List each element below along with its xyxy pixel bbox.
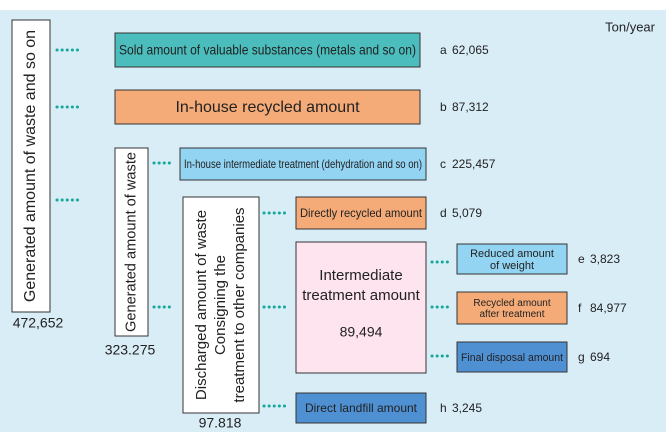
item-value: 87,312 — [452, 100, 489, 114]
node-value: 472,652 — [13, 315, 64, 331]
box-label: Reduced amount — [470, 248, 554, 260]
item-value: 694 — [590, 350, 610, 364]
connectors — [55, 48, 454, 408]
item-box — [114, 32, 421, 68]
item-letter: h — [440, 401, 447, 415]
box-label: treatment to other companies — [231, 207, 248, 402]
node-value: 89,494 — [340, 324, 383, 340]
item-box — [456, 243, 568, 275]
item-letter: c — [440, 157, 446, 171]
box-label: Intermediate — [319, 267, 402, 284]
item-box — [114, 89, 421, 125]
box-label: treatment amount — [302, 287, 420, 304]
box-label: Directly recycled amount — [300, 206, 423, 220]
item-letter: g — [578, 350, 585, 364]
item-letter: a — [440, 43, 447, 57]
node-box — [114, 147, 149, 337]
node-box — [295, 241, 427, 374]
item-box — [179, 147, 427, 181]
item-box — [456, 291, 568, 325]
item-value: 3,245 — [452, 401, 482, 415]
box-label: Final disposal amount — [461, 352, 563, 364]
box-label: of weight — [490, 260, 534, 272]
box-label: In-house intermediate treatment (dehydra… — [184, 157, 422, 171]
node-box — [11, 19, 51, 313]
box-label: Direct landfill amount — [305, 401, 418, 415]
box-label: Consigning the — [212, 255, 229, 355]
item-value: 3,823 — [590, 252, 620, 266]
item-value: 62,065 — [452, 43, 489, 57]
item-letter: d — [440, 206, 447, 220]
box-label: Discharged amount of waste — [193, 210, 210, 400]
box-label: In-house recycled amount — [175, 99, 360, 116]
box-label: Generated amount of waste and so on — [22, 30, 39, 302]
item-letter: e — [578, 252, 585, 266]
node-box — [182, 196, 260, 414]
box-label: Generated amount of waste — [122, 152, 139, 332]
box-label: Sold amount of valuable substances (meta… — [119, 42, 416, 58]
item-box — [456, 341, 568, 373]
node-value: 97.818 — [199, 415, 242, 431]
item-box — [295, 196, 427, 230]
box-label: Recycled amount — [473, 298, 550, 309]
box-label: after treatment — [479, 309, 544, 320]
item-value: 225,457 — [452, 157, 496, 171]
item-letter: f — [578, 301, 582, 315]
node-value: 323.275 — [105, 342, 156, 358]
item-box — [295, 392, 427, 424]
unit: Ton/year — [605, 19, 656, 34]
item-letter: b — [440, 100, 447, 114]
item-value: 5,079 — [452, 206, 482, 220]
item-value: 84,977 — [590, 301, 627, 315]
